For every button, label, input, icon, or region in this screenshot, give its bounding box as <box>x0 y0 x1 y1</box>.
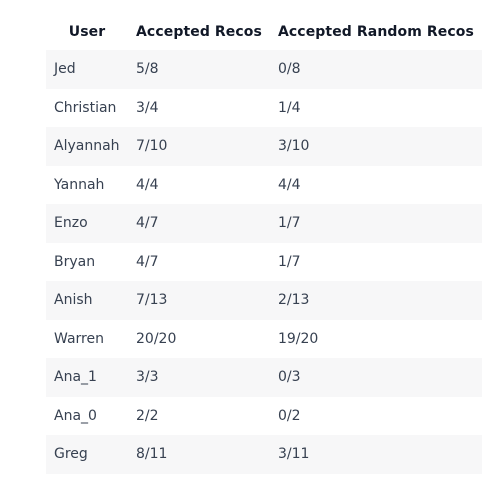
column-header-accepted-recos: Accepted Recos <box>136 24 262 40</box>
cell-accepted-recos: 8/11 <box>128 435 270 474</box>
cell-accepted-random-recos: 0/3 <box>269 358 482 397</box>
cell-accepted-random-recos: 3/10 <box>269 127 482 166</box>
cell-user: Enzo <box>46 204 128 243</box>
table-body: Jed 5/8 0/8 Christian 3/4 1/4 Alyannah 7/10 3/10… <box>46 50 482 474</box>
cell-accepted-random-recos: 0/2 <box>277 407 301 424</box>
cell-accepted-recos: 3/3 <box>128 358 270 397</box>
cell-accepted-recos: 2/2 <box>136 407 159 424</box>
table-row: Yannah 4/4 4/4 <box>46 166 482 205</box>
table-row: Greg 8/11 3/11 <box>46 435 482 474</box>
table-row: Christian 3/4 1/4 <box>46 89 482 128</box>
cell-accepted-random-recos: 1/7 <box>269 204 482 243</box>
cell-accepted-recos: 4/7 <box>136 253 159 270</box>
cell-accepted-random-recos: 4/4 <box>277 176 301 193</box>
cell-user: Ana_1 <box>46 358 128 397</box>
column-header-user: User <box>68 24 106 40</box>
results-table: User Accepted Recos Accepted Random Reco… <box>46 14 482 474</box>
cell-user: Christian <box>54 99 117 116</box>
table-row: Ana_1 3/3 0/3 <box>46 358 482 397</box>
column-header-accepted-random-recos: Accepted Random Recos <box>277 24 474 40</box>
cell-accepted-random-recos: 1/4 <box>277 99 301 116</box>
cell-accepted-recos: 5/8 <box>128 50 270 89</box>
table-row: Enzo 4/7 1/7 <box>46 204 482 243</box>
table-row: Ana_0 2/2 0/2 <box>46 397 482 436</box>
cell-accepted-random-recos: 1/7 <box>277 253 301 270</box>
cell-user: Anish <box>46 281 128 320</box>
cell-user: Jed <box>46 50 128 89</box>
table-row: Bryan 4/7 1/7 <box>46 243 482 282</box>
cell-accepted-recos: 3/4 <box>136 99 159 116</box>
cell-user: Greg <box>46 435 128 474</box>
cell-accepted-random-recos: 2/13 <box>269 281 482 320</box>
cell-user: Bryan <box>54 253 96 270</box>
cell-accepted-recos: 4/4 <box>136 176 159 193</box>
cell-accepted-random-recos: 0/8 <box>269 50 482 89</box>
cell-user: Alyannah <box>46 127 128 166</box>
table-row: Jed 5/8 0/8 <box>46 50 482 89</box>
cell-user: Ana_0 <box>54 407 97 424</box>
cell-accepted-recos: 7/10 <box>128 127 270 166</box>
header-row: User Accepted Recos Accepted Random Reco… <box>46 14 482 50</box>
cell-accepted-recos: 7/13 <box>128 281 270 320</box>
table-row: Alyannah 7/10 3/10 <box>46 127 482 166</box>
cell-user: Yannah <box>54 176 105 193</box>
cell-accepted-random-recos: 19/20 <box>277 330 319 347</box>
cell-user: Warren <box>54 330 104 347</box>
cell-accepted-recos: 20/20 <box>136 330 177 347</box>
table-row: Anish 7/13 2/13 <box>46 281 482 320</box>
cell-accepted-recos: 4/7 <box>128 204 270 243</box>
table-row: Warren 20/20 19/20 <box>46 320 482 359</box>
cell-accepted-random-recos: 3/11 <box>269 435 482 474</box>
